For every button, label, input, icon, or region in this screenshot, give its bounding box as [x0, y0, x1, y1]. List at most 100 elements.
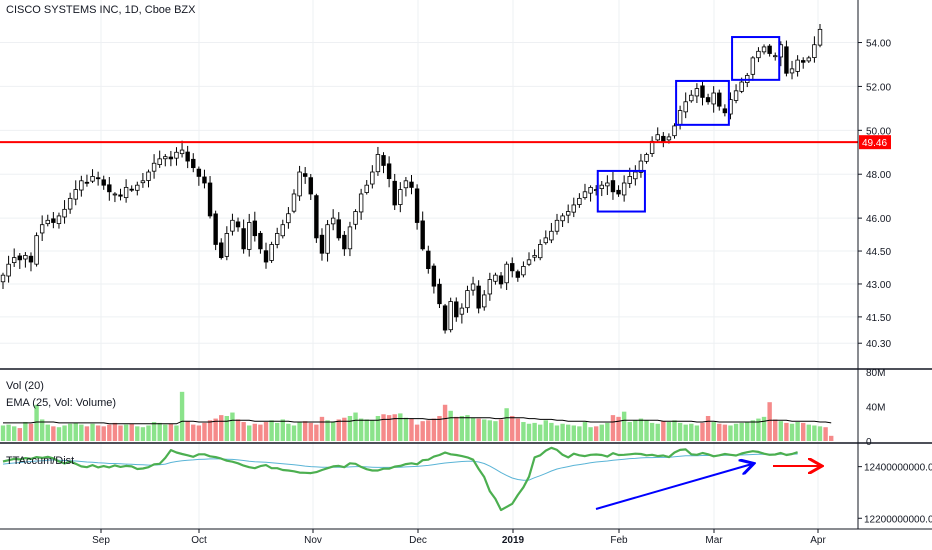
candle[interactable]	[34, 235, 39, 265]
volume-bar[interactable]	[330, 422, 336, 441]
volume-bar[interactable]	[426, 420, 431, 441]
volume-bar[interactable]	[717, 423, 722, 441]
volume-bar[interactable]	[107, 424, 112, 441]
candle[interactable]	[319, 234, 325, 254]
candle[interactable]	[140, 180, 146, 184]
volume-bar[interactable]	[728, 425, 733, 441]
candle[interactable]	[442, 305, 448, 331]
candle[interactable]	[286, 213, 291, 224]
volume-bar[interactable]	[431, 418, 437, 441]
volume-bar[interactable]	[733, 423, 739, 441]
candle[interactable]	[610, 180, 616, 193]
candle[interactable]	[179, 149, 185, 155]
candle[interactable]	[482, 294, 487, 308]
candle[interactable]	[689, 94, 694, 102]
candle[interactable]	[498, 275, 504, 285]
volume-bar[interactable]	[828, 435, 834, 441]
candle[interactable]	[431, 265, 437, 287]
volume-bar[interactable]	[823, 427, 828, 441]
volume-bar[interactable]	[297, 422, 302, 441]
volume-bar[interactable]	[526, 423, 532, 441]
volume-bar[interactable]	[230, 412, 235, 441]
candle[interactable]	[717, 92, 722, 107]
candle[interactable]	[577, 197, 582, 205]
candle[interactable]	[291, 193, 297, 212]
volume-bar[interactable]	[45, 424, 50, 441]
candle[interactable]	[370, 171, 375, 185]
candle[interactable]	[789, 68, 795, 74]
candle[interactable]	[454, 301, 459, 318]
candle[interactable]	[207, 182, 213, 217]
volume-bar[interactable]	[504, 408, 509, 441]
volume-bar[interactable]	[90, 423, 95, 441]
volume-bar[interactable]	[661, 421, 666, 441]
volume-bar[interactable]	[498, 419, 504, 441]
volume-bar[interactable]	[633, 420, 638, 441]
volume-bar[interactable]	[34, 404, 39, 441]
candle[interactable]	[252, 220, 258, 237]
candle[interactable]	[510, 263, 515, 272]
candle[interactable]	[118, 194, 123, 197]
candle[interactable]	[79, 180, 84, 191]
volume-bar[interactable]	[0, 425, 6, 441]
volume-bar[interactable]	[560, 423, 565, 441]
candle[interactable]	[375, 154, 381, 173]
volume-bar[interactable]	[683, 424, 688, 441]
volume-bar[interactable]	[577, 426, 582, 441]
candle[interactable]	[146, 171, 151, 181]
candle[interactable]	[526, 259, 532, 265]
candle[interactable]	[163, 156, 168, 160]
candle[interactable]	[621, 182, 627, 196]
volume-bar[interactable]	[538, 424, 543, 441]
volume-bar[interactable]	[543, 420, 549, 441]
volume-bar[interactable]	[79, 424, 84, 441]
candle[interactable]	[487, 279, 493, 295]
volume-bar[interactable]	[795, 422, 800, 441]
candle[interactable]	[403, 180, 409, 189]
candle[interactable]	[700, 85, 705, 98]
volume-bar[interactable]	[258, 424, 263, 441]
price-pane[interactable]	[0, 23, 858, 334]
candle[interactable]	[123, 186, 129, 199]
consolidation-box[interactable]	[596, 169, 646, 213]
candle[interactable]	[241, 228, 246, 250]
candle[interactable]	[219, 242, 224, 259]
candle[interactable]	[263, 250, 269, 263]
candle[interactable]	[174, 151, 179, 159]
volume-bar[interactable]	[291, 425, 297, 441]
candle[interactable]	[515, 271, 521, 278]
volume-bar[interactable]	[554, 425, 560, 441]
candle[interactable]	[185, 151, 190, 162]
volume-bar[interactable]	[521, 422, 526, 441]
consolidation-box[interactable]	[675, 79, 730, 126]
volume-bar[interactable]	[241, 422, 246, 441]
volume-bar[interactable]	[593, 426, 599, 441]
volume-bar[interactable]	[73, 422, 78, 441]
candle[interactable]	[633, 171, 638, 180]
candle[interactable]	[582, 191, 588, 199]
candle[interactable]	[168, 156, 174, 160]
volume-bar[interactable]	[403, 417, 409, 441]
volume-bar[interactable]	[599, 424, 604, 441]
candle[interactable]	[62, 208, 67, 218]
candle[interactable]	[773, 55, 778, 58]
candle[interactable]	[224, 233, 230, 257]
volume-bar[interactable]	[756, 418, 761, 441]
candle[interactable]	[235, 221, 241, 228]
candle[interactable]	[784, 46, 789, 74]
candle[interactable]	[414, 188, 420, 223]
candle[interactable]	[325, 224, 330, 254]
volume-bar[interactable]	[745, 422, 750, 441]
candle[interactable]	[297, 171, 302, 197]
volume-bar[interactable]	[39, 419, 45, 441]
volume-bar[interactable]	[319, 416, 325, 441]
volume-bar[interactable]	[487, 420, 493, 441]
candle[interactable]	[795, 59, 800, 72]
volume-bar[interactable]	[700, 422, 705, 441]
volume-bar[interactable]	[325, 420, 330, 441]
candle[interactable]	[247, 222, 252, 250]
volume-bar[interactable]	[465, 415, 470, 441]
uptrend-arrow[interactable]	[595, 464, 752, 510]
volume-bar[interactable]	[202, 422, 207, 441]
volume-bar[interactable]	[118, 425, 123, 441]
